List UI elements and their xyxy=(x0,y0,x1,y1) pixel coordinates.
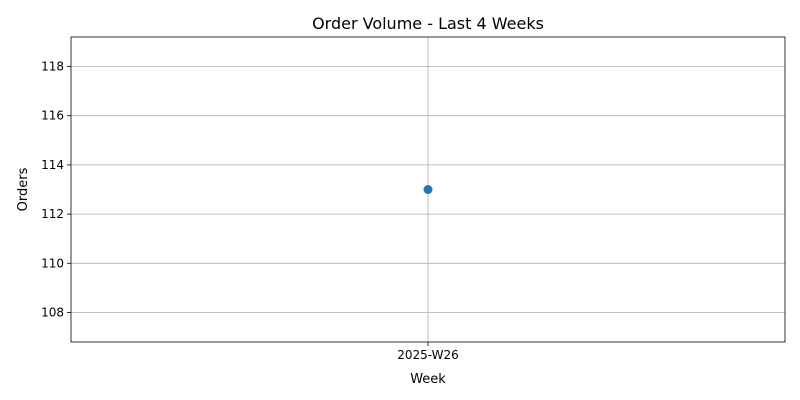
y-tick-label: 108 xyxy=(41,305,64,319)
y-tick-label: 118 xyxy=(41,60,64,74)
tick-layer: 108 110 112 114 116 118 2025-W26 xyxy=(41,60,459,362)
y-tick-label: 112 xyxy=(41,207,64,221)
y-tick-label: 114 xyxy=(41,158,64,172)
y-tick-label: 116 xyxy=(41,109,64,123)
series-layer xyxy=(423,185,433,194)
y-tick-label: 110 xyxy=(41,256,64,270)
y-axis-label: Orders xyxy=(16,167,31,211)
x-axis-label: Week xyxy=(410,372,446,387)
chart-title: Order Volume - Last 4 Weeks xyxy=(312,14,544,33)
data-point xyxy=(423,185,433,194)
plot-area-frame xyxy=(70,36,786,343)
x-tick-label: 2025-W26 xyxy=(397,348,459,362)
grid-layer xyxy=(71,37,785,342)
